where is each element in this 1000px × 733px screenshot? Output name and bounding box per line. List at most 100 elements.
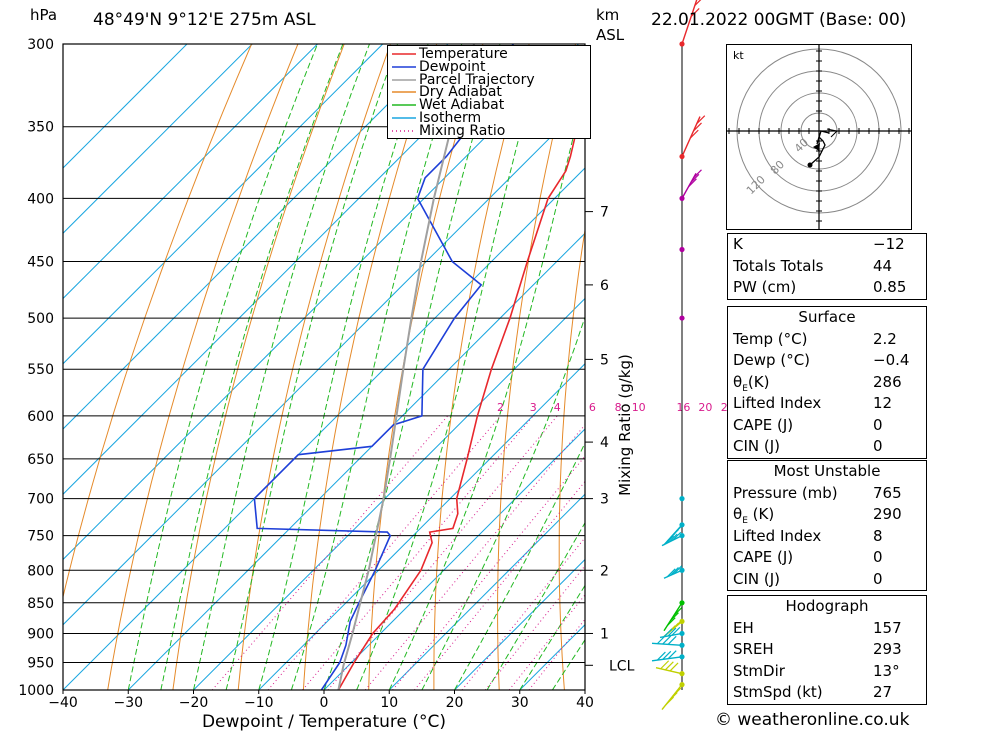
hodograph-arrow — [826, 128, 839, 138]
mixing-ratio-line — [364, 423, 585, 690]
isotherm — [63, 44, 318, 300]
pressure-tick-label: 850 — [27, 596, 54, 612]
legend-entry: Parcel Trajectory — [388, 73, 588, 87]
table-row: Lifted Index 8 — [728, 526, 926, 548]
legend-swatch — [392, 65, 416, 68]
pressure-unit: hPa — [30, 6, 58, 24]
isotherm — [454, 558, 585, 690]
wind-barb — [651, 642, 683, 646]
pressure-tick-label: 400 — [27, 191, 54, 207]
pressure-tick-label: 700 — [27, 492, 54, 508]
wind-marker — [679, 682, 685, 688]
table-label: CAPE (J) — [733, 548, 794, 566]
table-row: Totals Totals 44 — [728, 256, 926, 278]
wind-barb-flag — [668, 533, 678, 543]
wind-barb-flag — [672, 531, 682, 541]
pressure-tick-label: 1000 — [18, 683, 54, 699]
legend-swatch — [392, 129, 416, 132]
table-value: 2.2 — [873, 329, 897, 348]
table-label: Lifted Index — [733, 394, 822, 412]
temperature-tick-label: 10 — [380, 695, 398, 711]
series-dewpoint — [253, 44, 515, 690]
table-label: θE (K) — [733, 505, 775, 526]
mixing-ratio-line — [267, 415, 501, 690]
table-row: StmSpd (kt) 27 — [728, 682, 926, 704]
wind-marker — [679, 496, 685, 502]
legend: Temperature Dewpoint Parcel Trajectory Dry … — [387, 45, 591, 139]
table-value: 157 — [873, 618, 902, 637]
wind-marker — [679, 654, 685, 660]
km-tick-label: 2 — [600, 563, 609, 579]
pressure-tick-label: 800 — [27, 563, 54, 579]
temperature-tick-label: 30 — [511, 695, 529, 711]
mixing-ratio-line — [484, 565, 585, 690]
isotherm — [63, 44, 384, 365]
table-title: Most Unstable — [773, 462, 881, 480]
pressure-tick-label: 300 — [27, 37, 54, 53]
mixing-ratio-label: 6 — [589, 401, 596, 414]
isotherm — [388, 493, 585, 690]
wind-barb-flag — [689, 129, 699, 139]
wind-barb-flag — [688, 178, 697, 188]
hodograph-ring-label: 120 — [744, 173, 768, 197]
wind-barb-flag — [673, 607, 683, 617]
legend-entry: Temperature — [388, 47, 588, 61]
table-value: 27 — [873, 683, 893, 701]
isotherm — [127, 232, 585, 690]
table-value: 765 — [873, 483, 902, 502]
table-row: CIN (J) 0 — [728, 436, 926, 458]
km-tick-label: 3 — [600, 492, 609, 508]
table-label: θE(K) — [733, 372, 770, 394]
pressure-tick-label: 550 — [27, 362, 54, 378]
wet-adiabat — [290, 44, 463, 690]
footer: © weatheronline.co.uk — [715, 710, 910, 730]
wind-marker — [679, 618, 685, 625]
mixing-ratio-label: 4 — [554, 401, 561, 414]
table-value: 0 — [873, 569, 883, 588]
mixing-ratio-line — [461, 536, 585, 690]
pressure-tick-label: 600 — [27, 409, 54, 425]
pressure-tick-label: 750 — [27, 529, 54, 545]
table-value: 0.85 — [873, 278, 907, 296]
isotherm — [63, 44, 253, 234]
isotherm — [63, 167, 585, 690]
isotherm — [63, 44, 514, 495]
wind-marker — [679, 41, 685, 47]
legend-swatch — [392, 104, 416, 106]
table-value: 13° — [873, 661, 900, 680]
wind-marker — [679, 533, 685, 539]
wind-barb — [655, 666, 683, 675]
wet-adiabat — [323, 44, 501, 690]
dry-adiabat — [942, 44, 1000, 690]
table-value: 8 — [873, 526, 883, 545]
series-parcel-trajectory — [337, 44, 476, 690]
table-value: −0.4 — [873, 351, 910, 369]
wind-marker — [679, 630, 685, 637]
legend-entry: Dewpoint — [388, 60, 588, 74]
km-tick-label: 5 — [600, 352, 609, 368]
index-table: K −12 Totals Totals 44 PW (cm) 0.85 — [727, 233, 927, 300]
table-label: Dewp (°C) — [733, 351, 811, 369]
wind-marker — [679, 567, 685, 573]
table-value: 0 — [873, 437, 883, 455]
wind-barb-flag — [666, 617, 676, 627]
legend-entry: Dry Adiabat — [388, 85, 588, 99]
km-tick-label: 4 — [600, 435, 609, 451]
wind-barb-flag — [670, 566, 679, 576]
km-tick-label: LCL — [609, 658, 635, 674]
wind-barb-flag — [693, 169, 702, 179]
dry-adiabat — [237, 44, 391, 690]
wind-marker — [679, 600, 685, 606]
wet-adiabat — [454, 441, 585, 690]
table-row: CAPE (J) 0 — [728, 547, 926, 569]
table-label: Totals Totals — [733, 256, 824, 275]
legend-entry: Wet Adiabat — [388, 98, 588, 112]
temperature-tick-label: −40 — [48, 695, 78, 711]
temperature-tick-label: −30 — [113, 695, 143, 711]
km-tick-label: 7 — [600, 205, 609, 221]
mixing-ratio-line — [211, 415, 449, 690]
wind-barb-flag — [690, 173, 700, 183]
location: 48°49'N 9°12'E 275m ASL — [93, 10, 316, 30]
table-row: θE(K) 286 — [728, 372, 926, 394]
